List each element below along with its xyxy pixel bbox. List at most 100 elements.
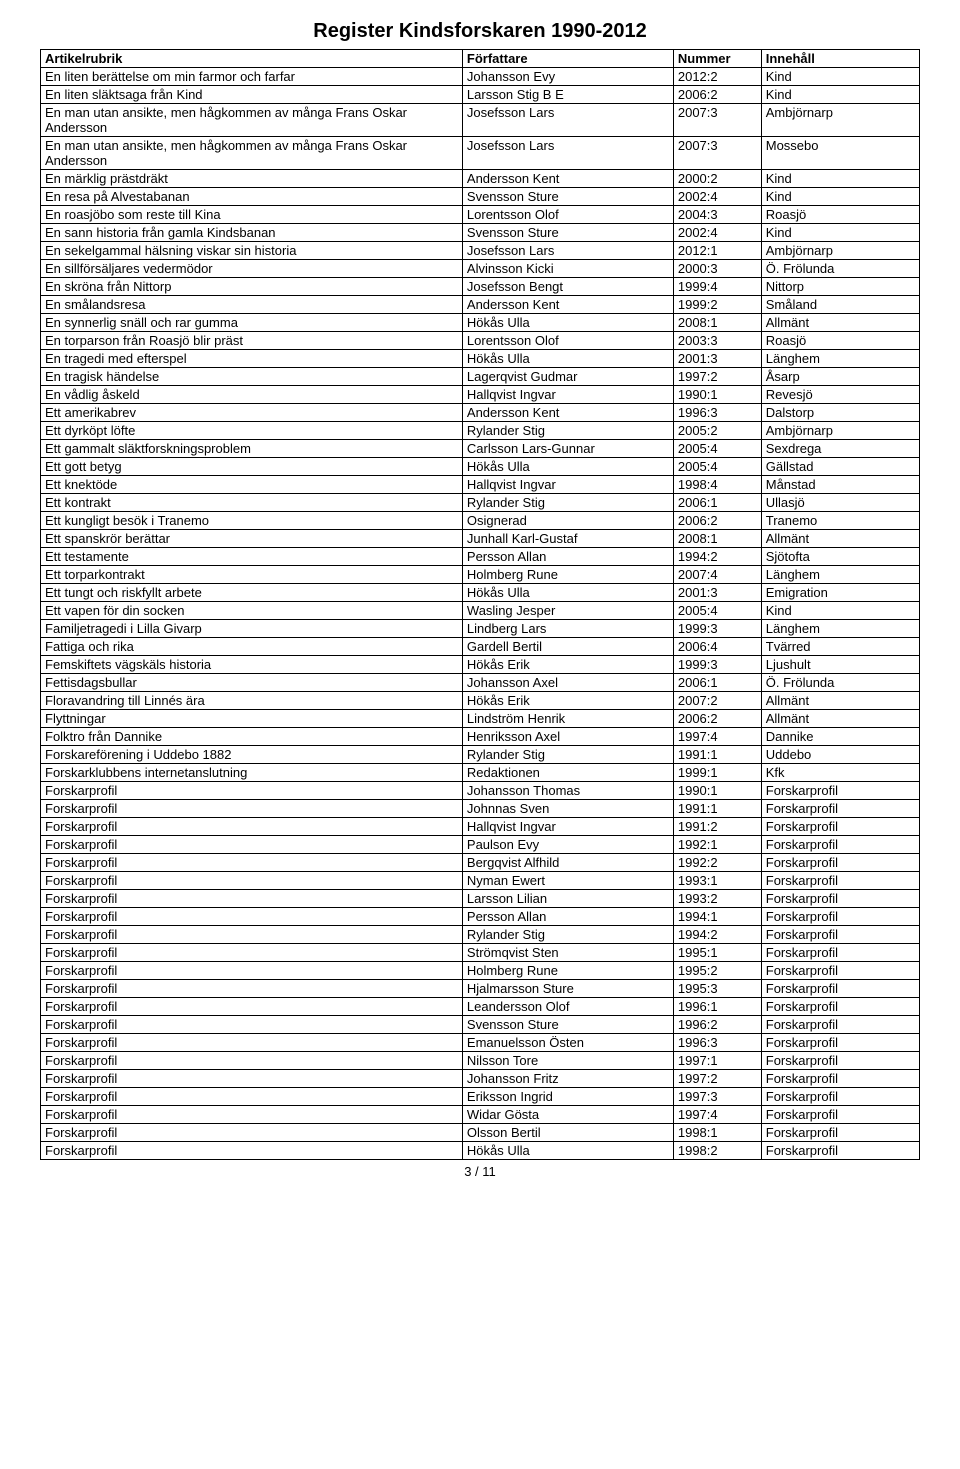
table-row: Femskiftets vägskäls historiaHökås Erik1… — [41, 656, 920, 674]
table-cell: En torparson från Roasjö blir präst — [41, 332, 463, 350]
table-row: En vådlig åskeldHallqvist Ingvar1990:1Re… — [41, 386, 920, 404]
table-cell: Leandersson Olof — [462, 998, 673, 1016]
table-row: Ett knektödeHallqvist Ingvar1998:4Månsta… — [41, 476, 920, 494]
table-cell: Forskarprofil — [761, 1034, 919, 1052]
table-cell: Johansson Evy — [462, 68, 673, 86]
table-cell: Månstad — [761, 476, 919, 494]
table-cell: 1997:1 — [673, 1052, 761, 1070]
table-cell: Forskarprofil — [761, 908, 919, 926]
table-row: En sekelgammal hälsning viskar sin histo… — [41, 242, 920, 260]
table-cell: Ett gott betyg — [41, 458, 463, 476]
table-cell: Ett testamente — [41, 548, 463, 566]
table-cell: En roasjöbo som reste till Kina — [41, 206, 463, 224]
table-cell: Ullasjö — [761, 494, 919, 512]
table-cell: Forskarprofil — [761, 818, 919, 836]
table-cell: Andersson Kent — [462, 296, 673, 314]
table-cell: En märklig prästdräkt — [41, 170, 463, 188]
table-cell: Rylander Stig — [462, 494, 673, 512]
table-cell: 1999:2 — [673, 296, 761, 314]
table-cell: Ett kontrakt — [41, 494, 463, 512]
table-cell: 2006:2 — [673, 86, 761, 104]
table-cell: Floravandring till Linnés ära — [41, 692, 463, 710]
table-cell: Forskarprofil — [761, 1142, 919, 1160]
table-row: En torparson från Roasjö blir prästLoren… — [41, 332, 920, 350]
table-cell: Hökås Erik — [462, 692, 673, 710]
table-cell: Hökås Ulla — [462, 314, 673, 332]
table-cell: Familjetragedi i Lilla Givarp — [41, 620, 463, 638]
table-row: FlyttningarLindström Henrik2006:2Allmänt — [41, 710, 920, 728]
page-footer: 3 / 11 — [40, 1164, 920, 1179]
table-cell: Hökås Ulla — [462, 584, 673, 602]
table-cell: Hökås Ulla — [462, 1142, 673, 1160]
table-cell: 2002:4 — [673, 224, 761, 242]
table-cell: Holmberg Rune — [462, 566, 673, 584]
table-cell: 1999:4 — [673, 278, 761, 296]
col-header: Författare — [462, 50, 673, 68]
table-cell: Bergqvist Alfhild — [462, 854, 673, 872]
table-cell: Redaktionen — [462, 764, 673, 782]
table-cell: En tragisk händelse — [41, 368, 463, 386]
table-cell: Forskarprofil — [41, 998, 463, 1016]
table-cell: Tranemo — [761, 512, 919, 530]
table-cell: Hallqvist Ingvar — [462, 386, 673, 404]
table-cell: Forskarprofil — [41, 944, 463, 962]
table-row: ForskarprofilPersson Allan1994:1Forskarp… — [41, 908, 920, 926]
table-cell: Persson Allan — [462, 548, 673, 566]
table-cell: Hjalmarsson Sture — [462, 980, 673, 998]
table-cell: Uddebo — [761, 746, 919, 764]
table-row: ForskarprofilJohansson Fritz1997:2Forska… — [41, 1070, 920, 1088]
table-cell: 2008:1 — [673, 530, 761, 548]
table-cell: 1992:2 — [673, 854, 761, 872]
table-body: En liten berättelse om min farmor och fa… — [41, 68, 920, 1160]
table-row: Ett dyrköpt löfteRylander Stig2005:2Ambj… — [41, 422, 920, 440]
table-row: En man utan ansikte, men hågkommen av må… — [41, 137, 920, 170]
table-cell: Nittorp — [761, 278, 919, 296]
table-cell: Kind — [761, 602, 919, 620]
table-cell: Ett torparkontrakt — [41, 566, 463, 584]
table-cell: 1991:2 — [673, 818, 761, 836]
table-cell: 2012:1 — [673, 242, 761, 260]
table-cell: Holmberg Rune — [462, 962, 673, 980]
table-row: ForskarprofilHolmberg Rune1995:2Forskarp… — [41, 962, 920, 980]
table-cell: Junhall Karl-Gustaf — [462, 530, 673, 548]
table-row: Familjetragedi i Lilla GivarpLindberg La… — [41, 620, 920, 638]
table-cell: 1993:1 — [673, 872, 761, 890]
table-cell: Nyman Ewert — [462, 872, 673, 890]
table-row: ForskarprofilStrömqvist Sten1995:1Forska… — [41, 944, 920, 962]
table-cell: En sillförsäljares vedermödor — [41, 260, 463, 278]
table-cell: 1991:1 — [673, 746, 761, 764]
table-cell: Roasjö — [761, 206, 919, 224]
table-cell: Forskareförening i Uddebo 1882 — [41, 746, 463, 764]
table-cell: Forskarprofil — [41, 872, 463, 890]
table-cell: Gällstad — [761, 458, 919, 476]
table-cell: Lorentsson Olof — [462, 206, 673, 224]
table-cell: Persson Allan — [462, 908, 673, 926]
table-cell: Josefsson Lars — [462, 104, 673, 137]
table-cell: Forskarprofil — [761, 782, 919, 800]
table-cell: Flyttningar — [41, 710, 463, 728]
table-row: ForskarprofilRylander Stig1994:2Forskarp… — [41, 926, 920, 944]
table-cell: Forskarprofil — [41, 890, 463, 908]
table-cell: Ett amerikabrev — [41, 404, 463, 422]
table-row: ForskarprofilEmanuelsson Östen1996:3Fors… — [41, 1034, 920, 1052]
table-cell: Ö. Frölunda — [761, 674, 919, 692]
table-cell: 2001:3 — [673, 350, 761, 368]
table-cell: Kind — [761, 68, 919, 86]
table-cell: En resa på Alvestabanan — [41, 188, 463, 206]
table-cell: Ambjörnarp — [761, 104, 919, 137]
table-cell: 2012:2 — [673, 68, 761, 86]
table-cell: 2007:4 — [673, 566, 761, 584]
table-cell: Ljushult — [761, 656, 919, 674]
table-cell: Forskarprofil — [41, 962, 463, 980]
table-cell: Forskarprofil — [761, 872, 919, 890]
table-row: ForskarprofilEriksson Ingrid1997:3Forska… — [41, 1088, 920, 1106]
table-cell: Allmänt — [761, 692, 919, 710]
table-row: ForskarprofilPaulson Evy1992:1Forskarpro… — [41, 836, 920, 854]
table-cell: 2007:2 — [673, 692, 761, 710]
table-cell: Lindström Henrik — [462, 710, 673, 728]
table-cell: Ett vapen för din socken — [41, 602, 463, 620]
table-row: Ett gammalt släktforskningsproblemCarlss… — [41, 440, 920, 458]
table-cell: En liten släktsaga från Kind — [41, 86, 463, 104]
table-row: ForskarprofilLeandersson Olof1996:1Forsk… — [41, 998, 920, 1016]
table-cell: Ambjörnarp — [761, 242, 919, 260]
